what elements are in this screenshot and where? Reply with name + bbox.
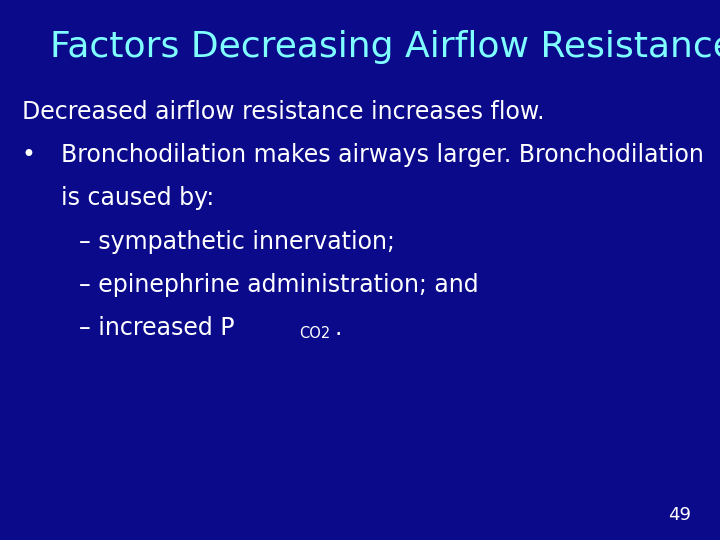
- Text: is caused by:: is caused by:: [61, 186, 215, 210]
- Text: .: .: [334, 316, 341, 340]
- Text: CO2: CO2: [299, 326, 330, 341]
- Text: Bronchodilation makes airways larger. Bronchodilation: Bronchodilation makes airways larger. Br…: [61, 143, 704, 167]
- Text: Factors Decreasing Airflow Resistance: Factors Decreasing Airflow Resistance: [50, 30, 720, 64]
- Text: – increased P: – increased P: [79, 316, 235, 340]
- Text: •: •: [22, 143, 35, 167]
- Text: – sympathetic innervation;: – sympathetic innervation;: [79, 230, 395, 253]
- Text: – epinephrine administration; and: – epinephrine administration; and: [79, 273, 479, 296]
- Text: 49: 49: [668, 506, 691, 524]
- Text: Decreased airflow resistance increases flow.: Decreased airflow resistance increases f…: [22, 100, 544, 124]
